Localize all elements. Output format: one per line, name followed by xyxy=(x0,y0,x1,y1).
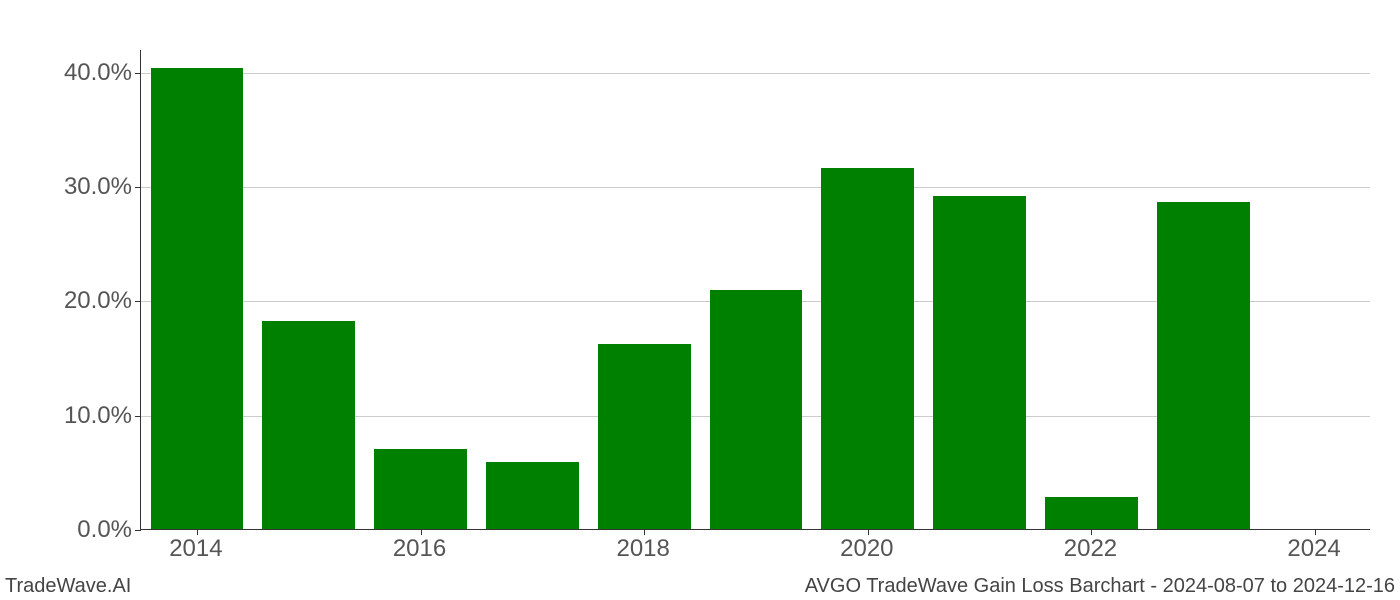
x-tick-label: 2022 xyxy=(1064,535,1117,563)
gridline xyxy=(141,187,1370,188)
bar xyxy=(374,449,467,529)
x-tick-label: 2014 xyxy=(169,535,222,563)
y-tick-label: 20.0% xyxy=(12,287,132,315)
y-tick-mark xyxy=(135,416,141,417)
bar xyxy=(821,168,914,529)
y-tick-mark xyxy=(135,73,141,74)
y-tick-label: 0.0% xyxy=(12,516,132,544)
y-tick-label: 40.0% xyxy=(12,59,132,87)
bar xyxy=(933,196,1026,529)
bar xyxy=(710,290,803,529)
chart-container: TradeWave.AI AVGO TradeWave Gain Loss Ba… xyxy=(0,0,1400,600)
footer-left-text: TradeWave.AI xyxy=(5,575,131,598)
y-tick-mark xyxy=(135,530,141,531)
x-tick-label: 2020 xyxy=(840,535,893,563)
y-tick-label: 30.0% xyxy=(12,173,132,201)
plot-area xyxy=(140,50,1370,530)
bar xyxy=(486,462,579,529)
bar xyxy=(1045,497,1138,529)
y-tick-mark xyxy=(135,301,141,302)
y-tick-mark xyxy=(135,187,141,188)
x-tick-label: 2024 xyxy=(1287,535,1340,563)
gridline xyxy=(141,73,1370,74)
bar xyxy=(262,321,355,529)
bar xyxy=(151,68,244,529)
bar xyxy=(1157,202,1250,529)
x-tick-label: 2018 xyxy=(616,535,669,563)
y-tick-label: 10.0% xyxy=(12,402,132,430)
bar xyxy=(598,344,691,529)
x-tick-label: 2016 xyxy=(393,535,446,563)
footer-right-text: AVGO TradeWave Gain Loss Barchart - 2024… xyxy=(805,575,1395,598)
